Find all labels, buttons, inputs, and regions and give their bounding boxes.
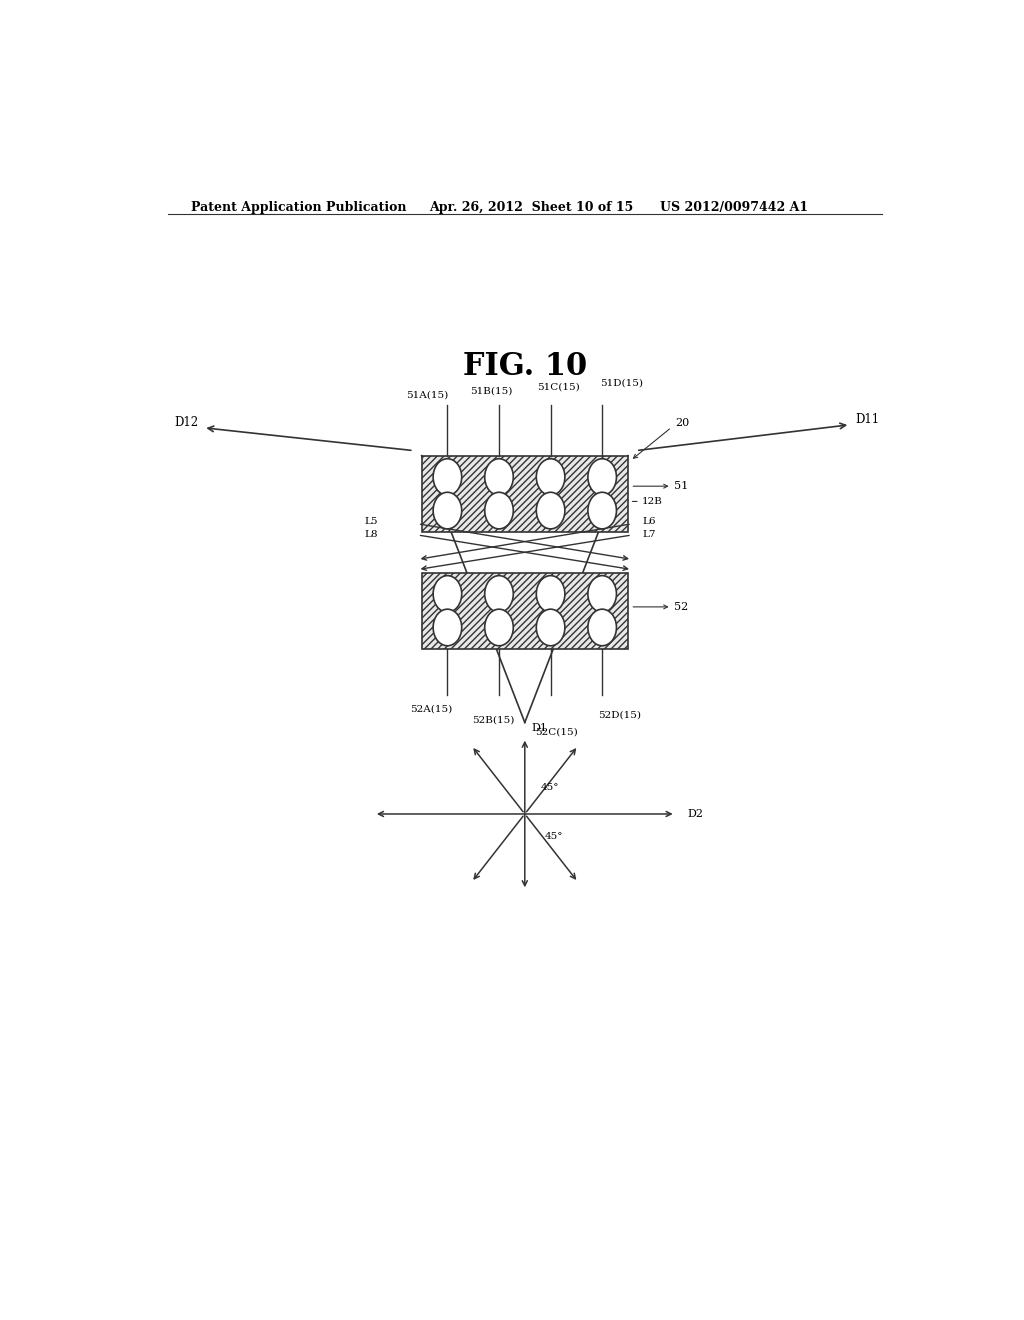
Circle shape xyxy=(484,492,513,529)
Circle shape xyxy=(588,459,616,495)
Circle shape xyxy=(537,576,565,612)
Text: US 2012/0097442 A1: US 2012/0097442 A1 xyxy=(659,201,808,214)
Text: 20: 20 xyxy=(676,418,690,428)
Text: D2: D2 xyxy=(687,809,703,818)
Text: L5: L5 xyxy=(365,517,378,527)
Text: 52D(15): 52D(15) xyxy=(598,710,641,719)
Text: 51: 51 xyxy=(674,482,688,491)
Text: 51C(15): 51C(15) xyxy=(538,383,580,392)
Circle shape xyxy=(433,576,462,612)
Text: 12B: 12B xyxy=(642,496,664,506)
Circle shape xyxy=(484,609,513,645)
Text: D1: D1 xyxy=(531,722,547,733)
Circle shape xyxy=(588,576,616,612)
Circle shape xyxy=(537,609,565,645)
Text: 45°: 45° xyxy=(541,783,559,792)
Text: L7: L7 xyxy=(642,531,655,540)
Circle shape xyxy=(484,576,513,612)
Circle shape xyxy=(433,492,462,529)
Text: 52C(15): 52C(15) xyxy=(535,727,578,737)
Text: 52: 52 xyxy=(674,602,688,612)
Bar xyxy=(422,455,628,532)
Text: D11: D11 xyxy=(856,413,880,426)
Text: Patent Application Publication: Patent Application Publication xyxy=(191,201,407,214)
Circle shape xyxy=(433,609,462,645)
Text: L8: L8 xyxy=(365,531,378,540)
Circle shape xyxy=(588,492,616,529)
Circle shape xyxy=(484,459,513,495)
Text: FIG. 10: FIG. 10 xyxy=(463,351,587,383)
Circle shape xyxy=(433,459,462,495)
Text: D12: D12 xyxy=(174,416,198,429)
Circle shape xyxy=(537,459,565,495)
Text: 52A(15): 52A(15) xyxy=(411,705,453,714)
Circle shape xyxy=(537,492,565,529)
Text: 51D(15): 51D(15) xyxy=(600,379,643,388)
Bar xyxy=(422,573,628,649)
Circle shape xyxy=(588,609,616,645)
Text: 51A(15): 51A(15) xyxy=(407,391,449,400)
Text: 52B(15): 52B(15) xyxy=(472,715,515,725)
Text: 51B(15): 51B(15) xyxy=(470,387,512,396)
Text: Apr. 26, 2012  Sheet 10 of 15: Apr. 26, 2012 Sheet 10 of 15 xyxy=(430,201,634,214)
Text: L6: L6 xyxy=(642,517,655,527)
Text: 45°: 45° xyxy=(545,833,563,841)
